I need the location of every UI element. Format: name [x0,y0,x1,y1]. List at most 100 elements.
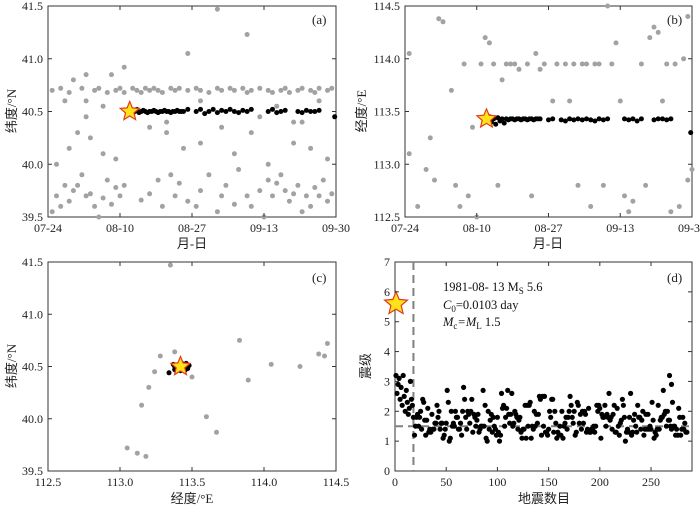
mainshock-star-icon [169,354,192,376]
background-point [308,87,314,93]
background-point [436,16,442,22]
background-point [575,182,581,188]
events-point [567,393,573,399]
sequence-point [626,117,632,123]
events-point [669,399,676,405]
background-point [286,198,292,204]
y-tick-label: 112.5 [373,210,400,224]
events-point [431,426,437,432]
background-point [685,177,691,183]
sequence-point [584,116,589,122]
background-point [87,135,93,141]
background-point [193,203,199,209]
background-point [571,61,577,67]
events-point [656,426,662,432]
events-point [603,423,609,429]
events-point [527,399,533,405]
background-point [49,87,55,93]
panel-b-plot [406,3,695,220]
sequence-point [316,107,322,113]
events-point [404,399,410,405]
background-point [638,61,644,67]
background-point [198,87,203,93]
background-point [322,353,327,359]
events-point [538,432,545,438]
panel-a-plot [49,6,338,220]
background-point [155,87,161,93]
background-point [516,66,522,72]
sequence-point [223,109,229,114]
x-tick-label: 07-24 [391,221,419,235]
background-point [499,77,505,83]
panel-d-annotation: 1981-08- 13 MS 5.6 C0=0.0103 day Mc=ML 1… [442,280,542,331]
sequence-point [655,116,661,122]
sequence-point [236,110,242,116]
events-point [467,420,473,426]
background-point [270,90,275,95]
events-point [509,390,515,396]
events-point [497,432,504,438]
background-point [147,124,153,130]
background-point [554,61,560,67]
background-point [58,85,64,91]
background-point [299,85,305,91]
sequence-point [688,130,694,136]
y-tick-label: 0 [384,464,390,478]
x-tick-label: 07-24 [34,221,62,235]
x-tick-label: 114.0 [251,475,278,489]
background-point [248,203,254,209]
events-point [504,405,510,411]
background-point [503,61,509,67]
background-point [325,156,330,162]
y-tick-label: 40.0 [22,412,43,426]
y-tick-label: 113.5 [373,105,400,119]
events-point [508,411,514,417]
background-point [214,6,220,12]
panel-b-xlabel: 月-日 [533,236,563,251]
events-point [597,405,603,411]
events-point [568,402,574,408]
events-point [444,387,450,393]
events-point [436,408,442,414]
x-tick-label: 200 [591,475,609,489]
sequence-point [332,114,338,120]
background-point [257,114,263,120]
y-tick-label: 113.0 [373,157,400,171]
sequence-point [588,117,594,123]
background-point [70,188,76,194]
events-point [541,393,548,399]
background-point [312,90,318,95]
events-point [424,417,430,423]
events-point [576,420,582,426]
background-point [291,191,297,197]
background-point [265,87,271,93]
events-point [639,417,645,423]
sequence-point [214,110,220,116]
events-point [398,384,404,390]
background-point [248,130,254,136]
sequence-point [537,116,543,122]
events-point [564,426,570,432]
background-point [92,203,98,209]
y-tick-label: 41.0 [22,307,43,321]
background-point [231,201,237,207]
background-point [668,209,674,215]
events-point [441,432,447,438]
events-point [678,432,684,438]
x-tick-label: 113.0 [107,475,134,489]
background-point [491,61,497,67]
events-point [418,408,424,414]
y-tick-label: 41.5 [22,0,43,13]
background-point [320,177,326,183]
y-tick-label: 2 [384,404,390,418]
events-point [433,420,439,426]
events-point [621,414,628,420]
panel-a: 07-24 08-10 08-27 09-13 09-30 39.5 40.0 40.5 41.… [4,0,350,251]
background-point [159,203,165,209]
x-tick-label: 0 [392,475,398,489]
events-point [645,411,651,417]
events-point [545,432,551,438]
background-point [406,51,412,56]
sequence-point [295,109,301,114]
background-point [164,130,170,136]
